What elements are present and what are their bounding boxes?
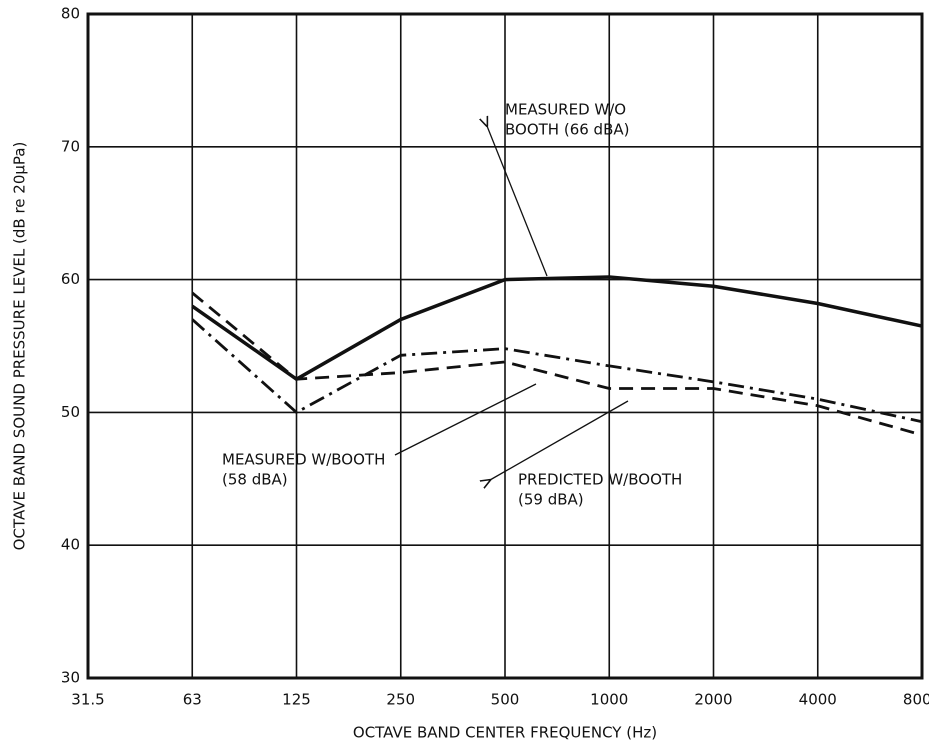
annotation: MEASURED W/O	[505, 101, 626, 119]
annotation-arrow	[394, 383, 537, 456]
y-tick-label: 40	[61, 536, 80, 554]
y-tick-label: 60	[61, 270, 80, 288]
x-tick-label: 125	[282, 691, 311, 709]
y-tick-label: 70	[61, 137, 80, 155]
x-axis-label: OCTAVE BAND CENTER FREQUENCY (Hz)	[353, 724, 657, 742]
x-tick-label: 500	[491, 691, 520, 709]
annotation: MEASURED W/BOOTH	[222, 451, 385, 469]
annotation: (58 dBA)	[222, 471, 288, 489]
data-line	[191, 275, 923, 382]
annotation-arrow	[487, 126, 548, 277]
annotation-arrow	[490, 400, 629, 480]
annotation: BOOTH (66 dBA)	[505, 121, 629, 139]
y-tick-label: 30	[61, 669, 80, 687]
x-tick-label: 2000	[694, 691, 732, 709]
data-line	[191, 291, 923, 437]
x-tick-label: 8000	[903, 691, 929, 709]
x-tick-label: 63	[183, 691, 202, 709]
plot-frame	[86, 12, 924, 680]
x-tick-label: 31.5	[71, 691, 104, 709]
y-tick-label: 50	[61, 403, 80, 421]
annotation: PREDICTED W/BOOTH	[518, 471, 682, 489]
x-tick-label: 1000	[590, 691, 628, 709]
x-tick-label: 250	[386, 691, 415, 709]
annotation: (59 dBA)	[518, 491, 584, 509]
y-axis-label: OCTAVE BAND SOUND PRESSURE LEVEL (dB re …	[11, 142, 29, 551]
x-tick-label: 4000	[799, 691, 837, 709]
data-line	[191, 318, 923, 424]
y-tick-label: 80	[61, 5, 80, 23]
